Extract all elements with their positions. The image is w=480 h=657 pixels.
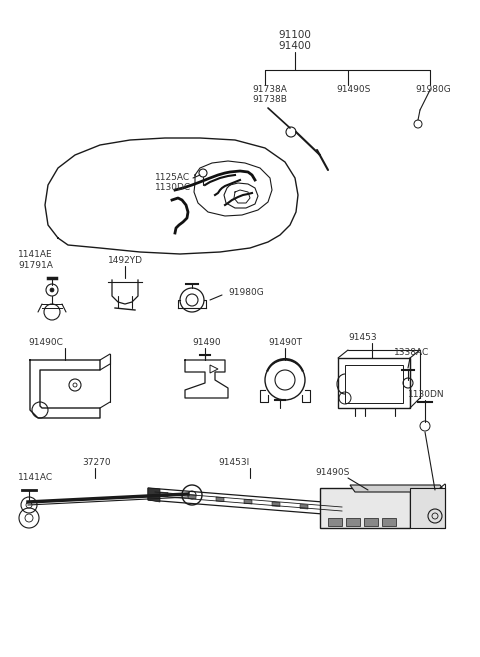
- Text: 91453I: 91453I: [218, 458, 249, 467]
- Bar: [382, 518, 396, 526]
- Bar: [345, 365, 403, 403]
- Bar: [346, 518, 360, 526]
- Text: 91490: 91490: [192, 338, 221, 347]
- Text: 91738B: 91738B: [252, 95, 287, 104]
- Text: 91490C: 91490C: [28, 338, 63, 347]
- Text: 1130DN: 1130DN: [408, 390, 444, 399]
- Text: 37270: 37270: [82, 458, 110, 467]
- Polygon shape: [160, 492, 168, 497]
- Text: 1141AC: 1141AC: [18, 473, 53, 482]
- Polygon shape: [272, 502, 280, 507]
- Bar: [364, 518, 378, 526]
- Polygon shape: [188, 495, 196, 499]
- Polygon shape: [216, 497, 224, 501]
- Text: 91100: 91100: [278, 30, 312, 40]
- Polygon shape: [300, 505, 308, 509]
- Polygon shape: [350, 485, 445, 492]
- Text: 1125AC: 1125AC: [155, 173, 190, 182]
- Text: 91400: 91400: [278, 41, 312, 51]
- Polygon shape: [244, 499, 252, 504]
- Text: 91490T: 91490T: [268, 338, 302, 347]
- Bar: [338, 358, 410, 408]
- Text: 91490S: 91490S: [336, 85, 371, 94]
- Text: 1141AE: 1141AE: [18, 250, 53, 259]
- Polygon shape: [410, 488, 445, 528]
- Text: 91980G: 91980G: [415, 85, 451, 94]
- Circle shape: [50, 288, 54, 292]
- Text: 91453: 91453: [348, 333, 377, 342]
- Text: 91791A: 91791A: [18, 261, 53, 270]
- Bar: [320, 488, 410, 528]
- Text: 1492YD: 1492YD: [108, 256, 143, 265]
- Text: 91490S: 91490S: [315, 468, 349, 477]
- Text: 1338AC: 1338AC: [394, 348, 429, 357]
- Text: 1130DC: 1130DC: [155, 183, 191, 192]
- Polygon shape: [148, 488, 160, 502]
- Bar: [328, 518, 342, 526]
- Text: 91980G: 91980G: [228, 288, 264, 297]
- Text: 91738A: 91738A: [252, 85, 287, 94]
